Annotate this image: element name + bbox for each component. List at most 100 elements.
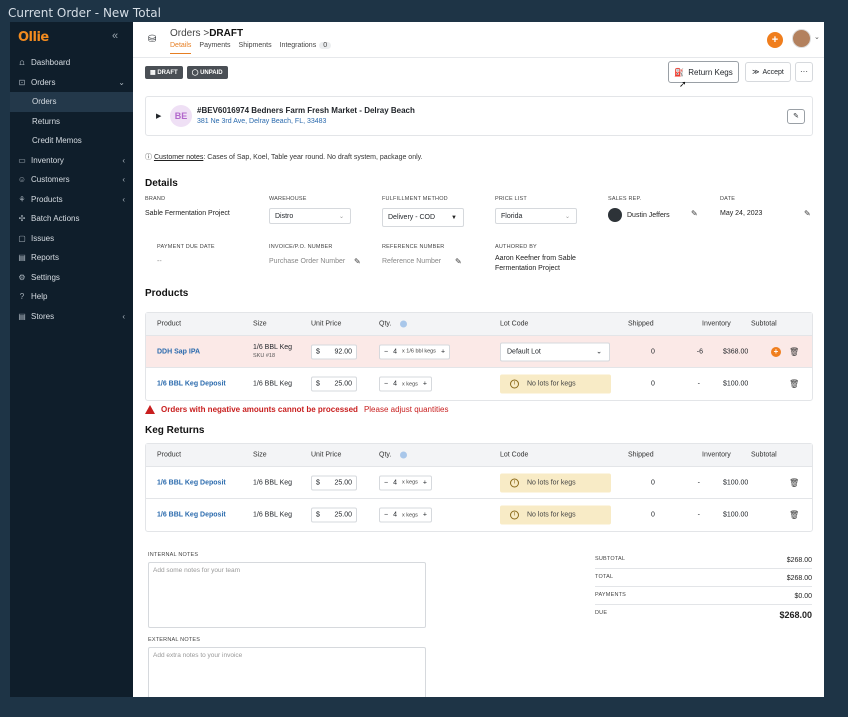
tab-payments[interactable]: Payments [199,42,231,49]
chevron-left-icon: ‹ [122,155,125,165]
divider [595,568,812,569]
minus-icon[interactable]: − [384,380,389,388]
edit-customer-button[interactable]: ✎ [787,109,805,124]
tab-details[interactable]: Details [170,42,192,54]
sidebar-item-credit-memos[interactable]: Credit Memos [10,131,133,151]
minus-icon[interactable]: − [384,479,389,486]
sidebar-item-customers[interactable]: ☺ Customers ‹ [10,170,133,190]
warning-icon [145,405,155,414]
external-notes-input[interactable]: Add extra notes to your invoice [148,647,426,697]
sidebar: Ollie « ⩍ Dashboard ⊡ Orders ⌄ Orders Returns C… [10,22,133,697]
payments-value: $0.00 [794,593,812,600]
trash-icon[interactable]: 🗑 [789,478,800,487]
column-header: Lot Code [500,320,529,328]
quantity-stepper[interactable]: −4 x kegs + [379,507,432,523]
reference-input[interactable]: Reference Number [382,258,442,265]
sidebar-item-stores[interactable]: ▤ Stores ‹ [10,307,133,327]
invoice-input[interactable]: Purchase Order Number [269,258,346,265]
ollie-logo[interactable]: Ollie [18,30,49,45]
date-value: May 24, 2023 [720,210,763,217]
sidebar-item-issues[interactable]: ▢ Issues [10,229,133,249]
customer-card: ▶ BE #BEV6016974 Bedners Farm Fresh Mark… [145,96,813,136]
tab-shipments[interactable]: Shipments [238,42,272,49]
more-actions-button[interactable]: ··· [795,62,813,82]
sidebar-item-settings[interactable]: ⚙ Settings [10,268,133,288]
product-link[interactable]: 1/6 BBL Keg Deposit [157,380,226,388]
currency-symbol: $ [316,380,320,388]
unit-price-value: 25.00 [334,511,352,519]
shipped-value: 0 [651,348,655,355]
product-link[interactable]: 1/6 BBL Keg Deposit [157,511,226,519]
plus-icon[interactable]: + [422,511,427,519]
minus-icon[interactable]: − [384,511,389,519]
shipped-value: 0 [651,511,655,519]
sidebar-item-label: Batch Actions [31,214,80,224]
sidebar-item-reports[interactable]: ▤ Reports [10,248,133,268]
product-link[interactable]: 1/6 BBL Keg Deposit [157,479,226,486]
quantity-stepper[interactable]: −4 x kegs + [379,475,432,490]
quantity-stepper[interactable]: −4 x kegs + [379,376,432,392]
warehouse-select[interactable]: Distro ⌄ [269,208,351,224]
plus-icon[interactable]: + [422,479,427,486]
minus-icon[interactable]: − [384,348,389,355]
unit-price-input[interactable]: $25.00 [311,376,357,392]
sidebar-item-batch-actions[interactable]: ✣ Batch Actions [10,209,133,229]
breadcrumb-separator: > [203,28,210,39]
return-kegs-button[interactable]: ⛽ Return Kegs [668,61,739,83]
qty-info-icon[interactable] [400,451,407,459]
tab-integrations[interactable]: Integrations 0 [280,42,332,54]
column-header: Subtotal [751,320,777,328]
sidebar-item-orders[interactable]: ⊡ Orders ⌄ [10,73,133,93]
fulfillment-select[interactable]: Delivery - COD ▼ [382,208,464,227]
trash-icon[interactable]: 🗑 [789,510,800,520]
create-button[interactable]: + [767,32,783,48]
subtotal-value: $268.00 [786,557,812,564]
price-list-select[interactable]: Florida ⌄ [495,208,577,224]
sidebar-item-returns[interactable]: Returns [10,112,133,132]
trash-icon[interactable]: 🗑 [789,347,800,356]
unit-price-input[interactable]: $25.00 [311,507,357,523]
expand-caret-icon[interactable]: ▶ [156,113,162,120]
orders-icon: ⊡ [18,77,26,87]
sidebar-item-dashboard[interactable]: ⩍ Dashboard [10,53,133,73]
edit-date-pencil-icon[interactable]: ✎ [804,209,811,218]
lot-code-select[interactable]: Default Lot ⌄ [500,342,610,361]
return-kegs-label: Return Kegs [688,67,733,77]
table-header: Product Size Unit Price Qty. Lot Code Shipped… [146,444,812,467]
edit-reference-pencil-icon[interactable]: ✎ [455,257,462,266]
batch-icon: ✣ [18,214,26,224]
add-circle-icon[interactable]: + [771,346,781,357]
sidebar-item-help[interactable]: ? Help [10,287,133,307]
plus-icon[interactable]: + [422,380,427,388]
chevron-down-icon[interactable]: ⌄ [814,34,820,41]
edit-invoice-pencil-icon[interactable]: ✎ [354,257,361,266]
accept-button[interactable]: ≫ Accept [745,62,791,82]
customer-address[interactable]: 381 Ne 3rd Ave, Delray Beach, FL, 33483 [197,118,327,125]
customer-notes-label[interactable]: Customer notes [153,154,204,161]
price-list-value: Florida [501,212,523,220]
total-label: TOTAL [595,574,614,580]
plus-icon[interactable]: + [440,348,446,355]
unit-price-input[interactable]: $92.00 [311,344,357,359]
sidebar-item-orders[interactable]: Orders [10,92,133,112]
internal-notes-input[interactable]: Add some notes for your team [148,562,426,628]
breadcrumb-orders[interactable]: Orders [170,28,201,39]
product-link[interactable]: DDH Sap IPA [157,348,201,355]
breadcrumb-current: DRAFT [209,28,244,39]
sidebar-item-label: Orders [31,77,56,87]
sidebar-item-label: Dashboard [31,58,71,68]
sales-rep-label: SALES REP. [608,196,642,202]
column-header: Size [253,320,267,328]
sidebar-item-inventory[interactable]: ▭ Inventory ‹ [10,151,133,171]
unit-price-input[interactable]: $25.00 [311,475,357,490]
quantity-stepper[interactable]: −4 x 1/6 bbl kegs + [379,344,451,359]
authored-label: AUTHORED BY [495,244,537,250]
qty-info-icon[interactable] [400,320,407,328]
collapse-sidebar-icon[interactable]: « [112,30,119,42]
currency-symbol: $ [316,348,320,355]
edit-sales-rep-pencil-icon[interactable]: ✎ [691,209,698,218]
sidebar-item-products[interactable]: ⚘ Products ‹ [10,190,133,210]
trash-icon[interactable]: 🗑 [789,379,800,389]
user-avatar[interactable] [792,29,811,48]
products-heading: Products [145,288,189,299]
